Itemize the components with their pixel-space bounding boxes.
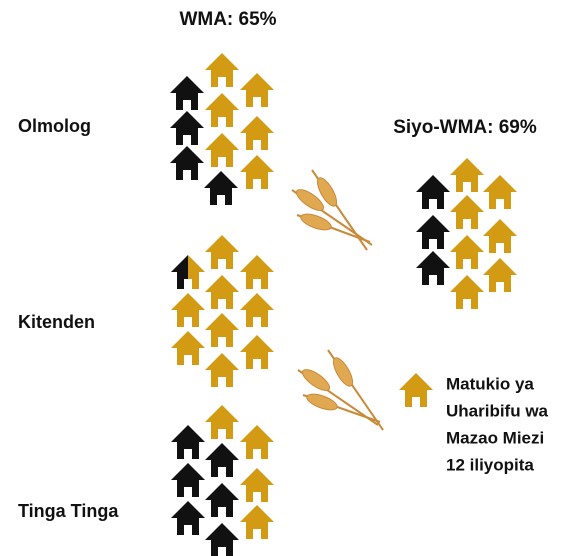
group-label: Kitenden: [18, 312, 95, 332]
house-icon: [205, 313, 239, 347]
house-icon: [204, 171, 238, 205]
wma-title: WMA: 65%: [179, 9, 276, 30]
house-icon: [170, 111, 204, 145]
legend-text: Mazao Miezi: [446, 428, 544, 447]
house-icon: [450, 235, 484, 269]
house-icon: [483, 258, 517, 292]
wheat-icon: [291, 169, 373, 251]
house-icon: [483, 175, 517, 209]
house-icon: [483, 219, 517, 253]
house-icon: [240, 425, 274, 459]
house-icon: [205, 275, 239, 309]
house-icon: [171, 331, 205, 365]
group-label: Tinga Tinga: [18, 501, 119, 521]
legend-text: 12 iliyopita: [446, 455, 534, 474]
house-icon: [205, 53, 239, 87]
wheat-icon: [297, 349, 384, 431]
house-icon: [205, 483, 239, 517]
house-icon: [240, 468, 274, 502]
house-icon: [240, 116, 274, 150]
house-icon: [240, 255, 274, 289]
house-icon: [240, 335, 274, 369]
house-icon: [240, 505, 274, 539]
house-icon: [205, 443, 239, 477]
house-icon: [240, 293, 274, 327]
house-icon: [240, 73, 274, 107]
house-icon: [171, 255, 205, 289]
house-icon: [205, 93, 239, 127]
house-icon: [171, 463, 205, 497]
house-icon: [416, 215, 450, 249]
house-icon: [171, 425, 205, 459]
house-icon: [416, 251, 450, 285]
legend-text: Uharibifu wa: [446, 401, 549, 420]
group-label: Olmolog: [18, 116, 91, 136]
house-icon: [205, 133, 239, 167]
house-icon: [450, 275, 484, 309]
house-icon: [205, 405, 239, 439]
house-icon: [416, 175, 450, 209]
house-icon: [170, 146, 204, 180]
house-icon: [205, 523, 239, 556]
non-wma-title: Siyo-WMA: 69%: [393, 117, 537, 138]
house-icon: [205, 235, 239, 269]
house-icon: [240, 155, 274, 189]
house-icon: [450, 195, 484, 229]
house-icon: [171, 501, 205, 535]
house-icon: [205, 353, 239, 387]
legend-text: Matukio ya: [446, 374, 534, 393]
house-icon: [171, 293, 205, 327]
house-icon: [450, 158, 484, 192]
house-icon: [170, 76, 204, 110]
house-icon: [399, 373, 433, 407]
